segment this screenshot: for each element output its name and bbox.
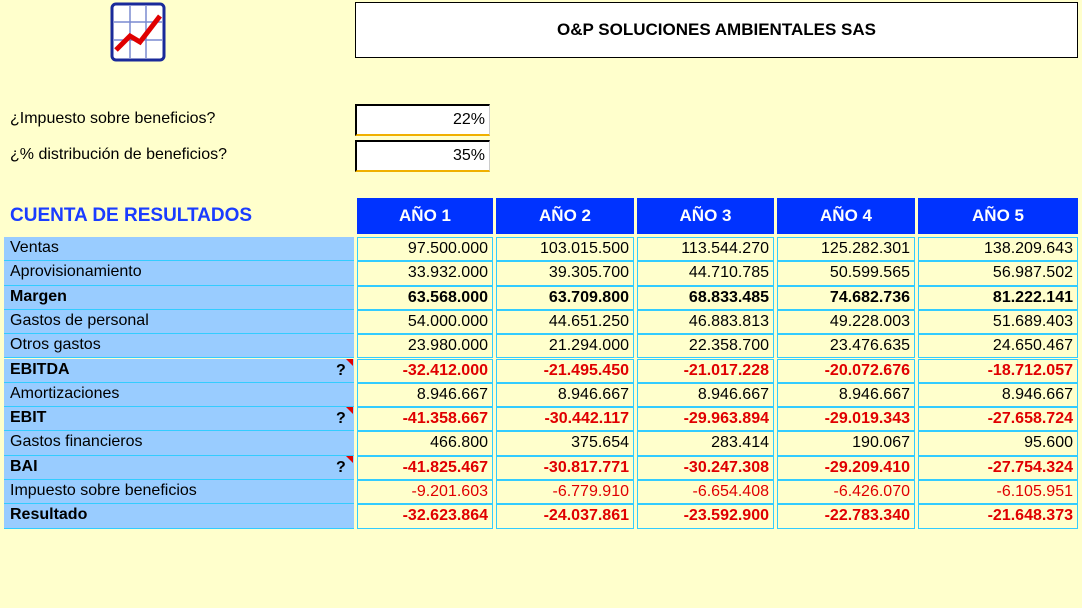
cell: 63.568.000 [357, 285, 493, 310]
cell: -30.442.117 [496, 407, 634, 432]
comment-marker [346, 358, 353, 366]
cell: 33.932.000 [357, 261, 493, 286]
cell: 8.946.667 [777, 382, 915, 408]
cell: 44.710.785 [637, 261, 774, 286]
comment-marker [346, 407, 353, 415]
cell: 103.015.500 [496, 237, 634, 262]
column-header: AÑO 2 [496, 198, 634, 234]
column-header: AÑO 1 [357, 198, 493, 234]
cell: 95.600 [918, 431, 1078, 456]
cell: -6.426.070 [777, 480, 915, 505]
cell: 8.946.667 [637, 382, 774, 408]
param-label: ¿% distribución de beneficios? [10, 146, 228, 163]
cell: 21.294.000 [496, 334, 634, 359]
cell: -6.779.910 [496, 480, 634, 505]
cell: -6.105.951 [918, 480, 1078, 505]
column-header: AÑO 5 [918, 198, 1078, 234]
param-label: ¿Impuesto sobre beneficios? [10, 110, 216, 127]
row-label: EBIT [4, 407, 354, 432]
param-value: 35% [355, 140, 490, 172]
cell: -24.037.861 [496, 504, 634, 529]
cell: 466.800 [357, 431, 493, 456]
cell: -21.017.228 [637, 358, 774, 383]
cell: 23.980.000 [357, 334, 493, 359]
cell: 46.883.813 [637, 309, 774, 335]
cell: 68.833.485 [637, 285, 774, 310]
cell: 283.414 [637, 431, 774, 456]
cell: -27.658.724 [918, 407, 1078, 432]
cell: -21.495.450 [496, 358, 634, 383]
cell: 125.282.301 [777, 237, 915, 262]
row-label: Impuesto sobre beneficios [4, 480, 354, 505]
cell: 97.500.000 [357, 237, 493, 262]
row-label: EBITDA [4, 358, 354, 383]
cell: -29.019.343 [777, 407, 915, 432]
row-label: Resultado [4, 504, 354, 529]
cell: -30.817.771 [496, 455, 634, 480]
param-value: 22% [355, 104, 490, 136]
cell: 8.946.667 [918, 382, 1078, 408]
cell: -27.754.324 [918, 455, 1078, 480]
row-label: Gastos financieros [4, 431, 354, 456]
cell: 63.709.800 [496, 285, 634, 310]
row-label: Otros gastos [4, 334, 354, 359]
row-label: Margen [4, 285, 354, 310]
cell: 44.651.250 [496, 309, 634, 335]
cell: 49.228.003 [777, 309, 915, 335]
cell: 138.209.643 [918, 237, 1078, 262]
cell: -23.592.900 [637, 504, 774, 529]
column-header: AÑO 3 [637, 198, 774, 234]
cell: -22.783.340 [777, 504, 915, 529]
cell: 375.654 [496, 431, 634, 456]
cell: 81.222.141 [918, 285, 1078, 310]
note-marker: ? [336, 458, 346, 476]
row-label: Gastos de personal [4, 309, 354, 335]
chart-icon [110, 2, 166, 62]
cell: -21.648.373 [918, 504, 1078, 529]
cell: -41.825.467 [357, 455, 493, 480]
title: O&P SOLUCIONES AMBIENTALES SAS [355, 2, 1078, 58]
comment-marker [346, 455, 353, 463]
cell: 190.067 [777, 431, 915, 456]
cell: -6.654.408 [637, 480, 774, 505]
cell: 22.358.700 [637, 334, 774, 359]
cell: -41.358.667 [357, 407, 493, 432]
cell: -29.963.894 [637, 407, 774, 432]
cell: 74.682.736 [777, 285, 915, 310]
cell: -32.412.000 [357, 358, 493, 383]
cell: -20.072.676 [777, 358, 915, 383]
cell: 113.544.270 [637, 237, 774, 262]
note-marker: ? [336, 410, 346, 428]
cell: 39.305.700 [496, 261, 634, 286]
cell: 50.599.565 [777, 261, 915, 286]
cell: -29.209.410 [777, 455, 915, 480]
column-header: AÑO 4 [777, 198, 915, 234]
cell: 51.689.403 [918, 309, 1078, 335]
cell: 24.650.467 [918, 334, 1078, 359]
cell: 8.946.667 [357, 382, 493, 408]
row-label: BAI [4, 455, 354, 480]
cell: 8.946.667 [496, 382, 634, 408]
note-marker: ? [336, 361, 346, 379]
cell: -9.201.603 [357, 480, 493, 505]
table-title: CUENTA DE RESULTADOS [10, 205, 253, 226]
cell: 56.987.502 [918, 261, 1078, 286]
row-label: Amortizaciones [4, 382, 354, 408]
cell: -30.247.308 [637, 455, 774, 480]
row-label: Aprovisionamiento [4, 261, 354, 286]
cell: 23.476.635 [777, 334, 915, 359]
cell: 54.000.000 [357, 309, 493, 335]
cell: -18.712.057 [918, 358, 1078, 383]
cell: -32.623.864 [357, 504, 493, 529]
row-label: Ventas [4, 237, 354, 262]
